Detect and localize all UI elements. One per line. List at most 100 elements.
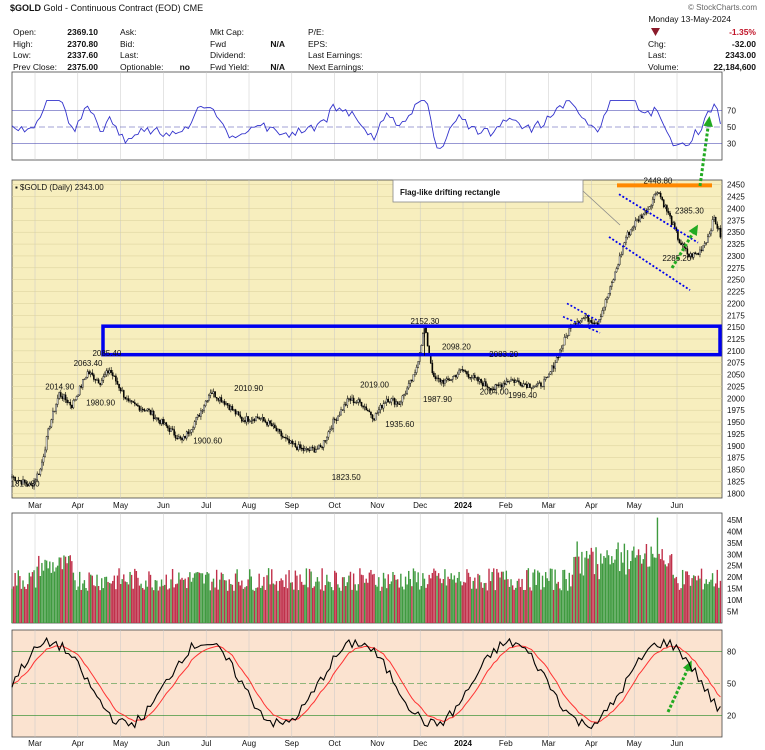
- candle-body: [135, 403, 138, 406]
- volume-bar: [170, 579, 172, 623]
- volume-bar: [626, 550, 629, 623]
- candle-body: [289, 440, 292, 444]
- month-label: Jun: [671, 501, 684, 510]
- quote-label: Last:: [648, 50, 667, 60]
- price-data-label: 2098.20: [442, 343, 471, 352]
- volume-bar: [115, 589, 117, 623]
- price-data-label: 2285.20: [662, 254, 691, 263]
- volume-bar: [491, 572, 493, 623]
- volume-bar: [474, 577, 476, 623]
- volume-bar: [282, 580, 284, 623]
- volume-bar: [318, 581, 320, 623]
- volume-bar: [466, 569, 468, 623]
- candle-body: [318, 444, 320, 450]
- volume-bar: [448, 578, 451, 623]
- candle-body: [648, 206, 651, 210]
- price-tick-label: 2150: [727, 323, 745, 332]
- volume-bar: [526, 570, 528, 623]
- volume-bar: [271, 569, 273, 623]
- candle-body: [672, 222, 674, 225]
- candle-body: [541, 386, 544, 388]
- volume-bar: [518, 578, 520, 623]
- candle-body: [691, 253, 693, 258]
- volume-bar: [606, 550, 608, 623]
- volume-bar: [634, 557, 637, 623]
- volume-bar: [23, 586, 26, 623]
- candle-body: [603, 306, 605, 311]
- candle-body: [713, 216, 715, 220]
- candle-body: [466, 371, 468, 375]
- candle-body: [507, 381, 509, 383]
- volume-bar: [234, 573, 237, 623]
- volume-bar: [110, 583, 112, 623]
- volume-bar: [260, 587, 262, 623]
- volume-bar: [112, 580, 114, 623]
- volume-bar: [557, 581, 559, 623]
- volume-bar: [195, 572, 197, 623]
- volume-bar: [239, 585, 241, 623]
- candle-body: [327, 431, 330, 438]
- candle-body: [89, 372, 92, 375]
- volume-bar: [310, 571, 312, 623]
- volume-bar: [244, 587, 246, 623]
- volume-bar: [319, 589, 322, 623]
- candle-body: [396, 401, 399, 405]
- quote-row: Last:: [120, 50, 190, 62]
- candle-body: [294, 443, 297, 447]
- volume-bar: [521, 578, 523, 623]
- volume-bar: [113, 575, 116, 623]
- month-label: Apr: [72, 739, 85, 748]
- candle-body: [219, 397, 221, 401]
- volume-bar: [93, 585, 95, 623]
- volume-bar: [485, 582, 487, 623]
- price-data-label: 2010.90: [234, 384, 263, 393]
- volume-bar: [230, 583, 232, 623]
- volume-bar: [472, 580, 474, 623]
- month-label: Apr: [72, 501, 85, 510]
- candle-body: [699, 249, 701, 255]
- candle-body: [535, 384, 538, 387]
- volume-bar: [44, 559, 46, 623]
- candle-body: [703, 243, 706, 246]
- volume-bar: [294, 570, 297, 623]
- candle-body: [209, 392, 212, 396]
- candle-body: [340, 409, 342, 416]
- volume-bar: [129, 571, 131, 623]
- candle-body: [414, 372, 416, 375]
- volume-bar: [148, 571, 150, 623]
- candle-body: [505, 381, 508, 385]
- candle-body: [61, 396, 64, 399]
- candle-body: [170, 428, 172, 432]
- candle-body: [263, 417, 265, 421]
- candle-body: [36, 473, 38, 480]
- volume-bar: [11, 588, 13, 623]
- month-label: May: [113, 739, 128, 748]
- volume-bar: [590, 547, 593, 623]
- candle-body: [376, 412, 379, 414]
- volume-bar: [261, 585, 264, 623]
- volume-bar: [718, 587, 720, 623]
- candle-body: [45, 436, 48, 451]
- volume-bar: [697, 575, 700, 623]
- volume-bar: [458, 571, 460, 623]
- volume-bar: [345, 586, 347, 623]
- candle-body: [609, 286, 612, 294]
- candle-body: [160, 418, 163, 424]
- stochastic-d-line: [11, 645, 721, 723]
- volume-bar: [167, 589, 169, 623]
- month-label: Jul: [201, 501, 211, 510]
- volume-bar: [189, 572, 191, 623]
- volume-bar: [529, 587, 531, 623]
- volume-bar: [197, 571, 199, 623]
- volume-bar: [715, 583, 717, 623]
- volume-bar: [496, 568, 498, 623]
- price-data-label: 2004.00: [480, 387, 509, 396]
- rsi-tick-label: 50: [727, 123, 736, 132]
- candle-body: [64, 394, 67, 401]
- volume-bar: [705, 579, 707, 623]
- volume-bar: [50, 572, 53, 623]
- candle-body: [464, 370, 467, 372]
- price-tick-label: 2050: [727, 371, 745, 380]
- volume-bar: [551, 568, 553, 623]
